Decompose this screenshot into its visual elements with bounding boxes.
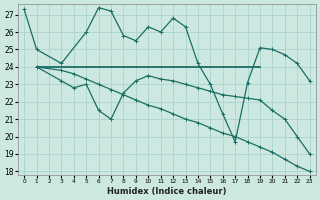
X-axis label: Humidex (Indice chaleur): Humidex (Indice chaleur) [107, 187, 227, 196]
